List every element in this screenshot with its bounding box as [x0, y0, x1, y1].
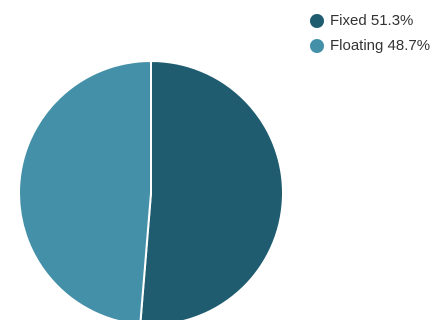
legend-swatch-floating	[310, 38, 324, 53]
pie-slices	[18, 60, 284, 320]
pie-slice-floating	[18, 60, 152, 320]
legend-item-floating: Floating 48.7%	[310, 36, 430, 55]
legend-label-floating: Floating 48.7%	[330, 37, 431, 54]
legend-label-fixed: Fixed 51.3%	[330, 12, 414, 29]
chart-legend: Fixed 51.3% Floating 48.7%	[310, 11, 430, 55]
legend-swatch-fixed	[310, 13, 324, 28]
pie-slice-fixed	[139, 60, 284, 320]
legend-item-fixed: Fixed 51.3%	[310, 11, 430, 30]
